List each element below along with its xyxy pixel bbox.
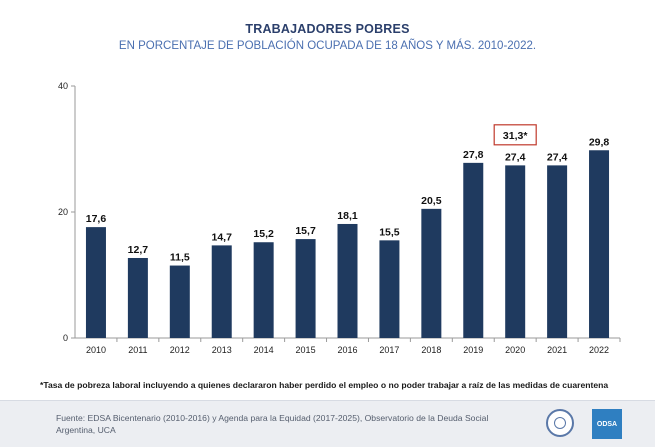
x-tick-label: 2019	[463, 345, 483, 355]
x-tick-label: 2013	[212, 345, 232, 355]
bar-chart: 0 20 40 17,6 2010 12,7 2011 11,5 2012 14,7 2013 15,…	[58, 81, 621, 355]
y-tick-label: 20	[58, 207, 68, 217]
x-tick-label: 2015	[296, 345, 316, 355]
bar-value-label: 17,6	[86, 213, 107, 225]
source-line-1: Fuente: EDSA Bicentenario (2010-2016) y …	[56, 413, 489, 423]
x-tick-label: 2010	[86, 345, 106, 355]
bar-value-label: 15,7	[295, 225, 316, 237]
x-tick-label: 2011	[128, 345, 147, 355]
y-tick-label: 40	[58, 81, 68, 91]
chart-subtitle: EN PORCENTAJE DE POBLACIÓN OCUPADA DE 18…	[118, 40, 537, 52]
bar-value-label: 11,5	[170, 252, 190, 264]
bar	[85, 227, 106, 338]
annotation-box	[493, 124, 537, 146]
bar	[337, 223, 358, 338]
x-tick-label: 2016	[337, 345, 357, 355]
bar-value-label: 27,4	[547, 151, 568, 163]
bar-value-label: 27,4	[505, 151, 526, 163]
footnote: *Tasa de pobreza laboral incluyendo a qu…	[40, 380, 609, 390]
bar	[421, 208, 442, 338]
bar	[379, 240, 400, 338]
bar	[295, 239, 316, 338]
x-tick-label: 2014	[254, 345, 274, 355]
bar	[211, 245, 232, 338]
bar-value-label: 27,8	[463, 149, 484, 161]
x-tick-label: 2018	[421, 345, 441, 355]
chart-title: TRABAJADORES POBRES	[245, 22, 410, 36]
annotation-label: 31,3*	[503, 130, 528, 142]
odsa-logo: ODSA	[592, 409, 622, 439]
bar	[463, 162, 484, 338]
bar-value-label: 29,8	[589, 136, 610, 148]
source-line-2: Argentina, UCA	[56, 425, 116, 435]
x-tick-label: 2021	[547, 345, 567, 355]
x-tick-label: 2022	[589, 345, 609, 355]
bar	[547, 165, 568, 338]
bar-value-label: 15,5	[379, 226, 400, 238]
bar	[127, 257, 148, 338]
x-tick-label: 2020	[505, 345, 525, 355]
uca-seal-logo	[546, 409, 574, 437]
x-tick-label: 2017	[379, 345, 399, 355]
y-tick-label: 0	[63, 333, 68, 343]
bar-value-label: 20,5	[421, 195, 442, 207]
bar	[589, 150, 610, 338]
source-text: Fuente: EDSA Bicentenario (2010-2016) y …	[56, 412, 526, 436]
bar-value-label: 14,7	[212, 231, 233, 243]
bar-value-label: 12,7	[128, 244, 149, 256]
bar-value-label: 18,1	[337, 210, 358, 222]
bar	[253, 242, 274, 338]
chart-header: TRABAJADORES POBRES EN PORCENTAJE DE POB…	[0, 22, 655, 52]
bar	[505, 165, 526, 338]
bar-value-label: 15,2	[253, 228, 274, 240]
x-tick-label: 2012	[170, 345, 190, 355]
bar	[169, 265, 190, 338]
footer: Fuente: EDSA Bicentenario (2010-2016) y …	[0, 400, 655, 447]
